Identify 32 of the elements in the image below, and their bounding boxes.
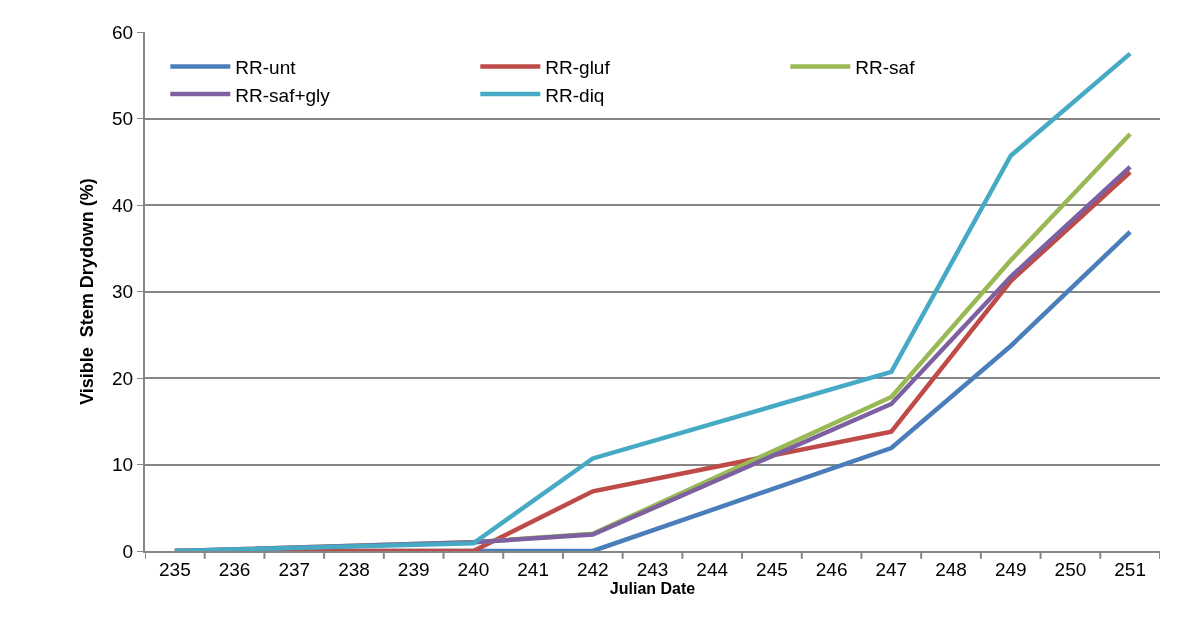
legend-label: RR-diq <box>545 84 605 106</box>
x-tick-label: 242 <box>576 558 609 580</box>
y-tick-label: 50 <box>112 108 134 130</box>
x-tick-label: 244 <box>696 558 729 580</box>
x-tick-label: 239 <box>397 558 430 580</box>
x-tick-label: 250 <box>1054 558 1087 580</box>
legend-label: RR-unt <box>235 56 297 78</box>
legend-label: RR-saf <box>855 56 916 78</box>
y-tick-label: 60 <box>112 21 134 43</box>
x-tick-label: 236 <box>218 558 251 580</box>
x-axis-title: Julian Date <box>609 580 696 597</box>
x-tick-label: 251 <box>1114 558 1146 580</box>
legend-label: RR-gluf <box>545 56 611 78</box>
x-tick-label: 247 <box>875 558 908 580</box>
line-series <box>172 51 1133 551</box>
x-tick-label: 245 <box>756 558 788 580</box>
legend-label: RR-saf+gly <box>235 84 331 106</box>
x-tick-label: 248 <box>935 558 967 580</box>
x-tick-label: 237 <box>278 558 311 580</box>
x-tick-label: 249 <box>994 558 1027 580</box>
x-tick-label: 241 <box>517 558 549 580</box>
x-tick-label: 243 <box>636 558 669 580</box>
x-tick-label: 240 <box>457 558 490 580</box>
x-tick-label: 246 <box>815 558 848 580</box>
y-tick-label: 20 <box>112 367 134 389</box>
y-tick-label: 30 <box>112 281 134 303</box>
y-tick-label: 10 <box>112 454 134 476</box>
y-tick-label: 0 <box>122 540 134 562</box>
y-axis-title: Visible Stem Drydown (%) <box>76 178 97 405</box>
x-tick-label: 238 <box>338 558 370 580</box>
y-tick-label: 40 <box>112 194 134 216</box>
x-tick-label: 235 <box>159 558 191 580</box>
